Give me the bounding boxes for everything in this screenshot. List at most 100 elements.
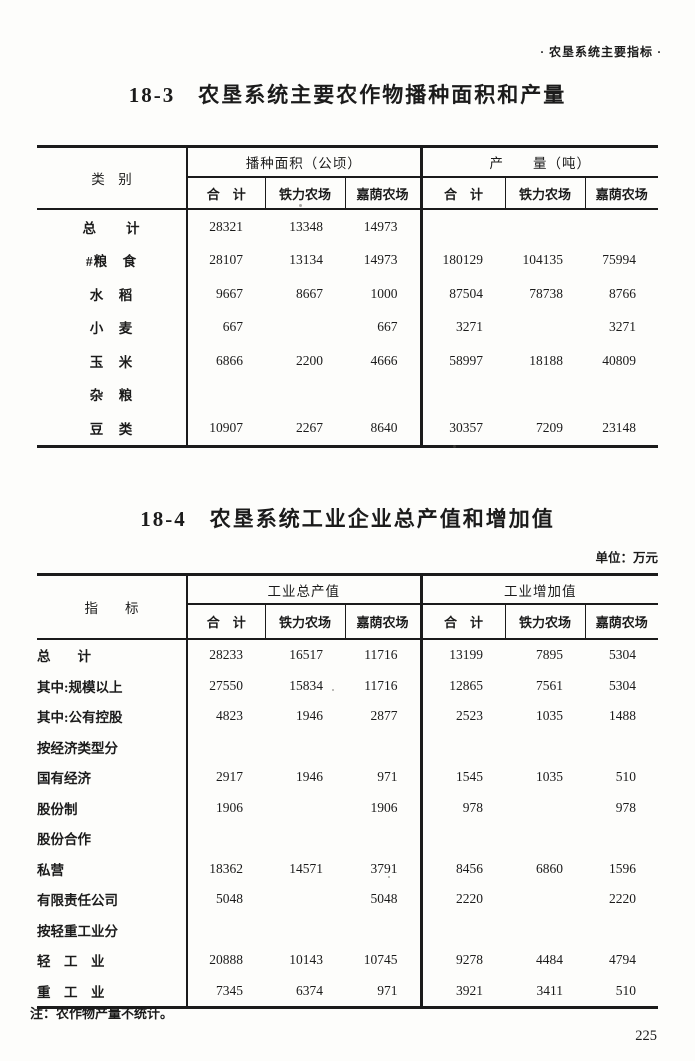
table-cell: 667 — [345, 310, 423, 344]
table-cell — [265, 793, 345, 824]
table-cell: 1000 — [345, 277, 423, 311]
table-cell: 13134 — [289, 252, 323, 268]
table-cell — [265, 884, 345, 915]
column-header-tieli-farm: 铁力农场 — [265, 177, 346, 210]
column-group-added-value: 工业增加值 — [421, 574, 659, 605]
table-cell: 10745 — [345, 945, 423, 976]
table-row: #粮 食 28107 13134 14973 180129 104135 759… — [37, 243, 658, 277]
table-cell — [585, 915, 658, 946]
table-cell: 14973 — [345, 243, 423, 277]
table-cell: 20888 — [209, 952, 243, 968]
table-row: 股份合作 — [37, 823, 658, 854]
table1-header: 类 别 播种面积（公顷） 产 量（吨） 合 计 铁力农场 嘉荫农场 合 计 铁力… — [37, 146, 659, 210]
row-label: 小 麦 — [37, 310, 188, 344]
table-cell: 5304 — [609, 647, 637, 663]
table-cell: 28233 — [209, 647, 243, 663]
table-cell — [345, 731, 423, 762]
row-label: 总 计 — [37, 639, 188, 671]
table1-body: 总 计 28321 13348 14973 #粮 食 28107 13134 1… — [37, 209, 658, 446]
table-cell: 28321 — [209, 218, 243, 234]
row-label: 轻 工 业 — [37, 945, 188, 976]
table-cell: 510 — [615, 769, 637, 785]
table-cell — [505, 311, 585, 345]
table-cell: 28107 — [209, 252, 243, 268]
table-cell — [421, 378, 505, 412]
table-row: 其中:公有控股 4823 1946 2877 2523 1035 1488 — [37, 701, 658, 732]
table-cell — [187, 732, 265, 763]
table-cell: 8456 — [456, 860, 483, 876]
table-cell: 2877 — [345, 701, 423, 732]
table-cell — [421, 209, 505, 244]
table-header-row: 指 标 工业总产值 工业增加值 — [37, 574, 659, 640]
row-label: 有限责任公司 — [37, 884, 188, 915]
column-header-total: 合 计 — [421, 604, 506, 640]
table-cell: 1906 — [216, 799, 243, 815]
table-18-3: 类 别 播种面积（公顷） 产 量（吨） 合 计 铁力农场 嘉荫农场 合 计 铁力… — [37, 145, 659, 448]
table-cell: 3921 — [456, 982, 483, 998]
column-header-category: 类 别 — [37, 146, 188, 210]
table-cell: 40809 — [602, 352, 637, 368]
row-label-section: 按轻重工业分 — [37, 914, 188, 945]
row-label: 水 稻 — [37, 277, 188, 311]
table-18-4: 指 标 工业总产值 工业增加值 合 计 铁力农场 嘉荫农场 合 计 铁力农场 嘉… — [37, 573, 659, 1009]
table-cell: 1035 — [536, 769, 563, 785]
table-cell: 3411 — [536, 982, 564, 998]
table-cell: 23148 — [602, 419, 637, 435]
table2-body: 总 计 28233 16517 11716 13199 7895 5304 其中… — [37, 639, 658, 1008]
column-group-output: 产 量（吨） — [421, 146, 659, 178]
table-cell: 15834 — [289, 677, 323, 693]
table-row: 有限责任公司 5048 5048 2220 2220 — [37, 884, 658, 915]
table-cell — [505, 915, 585, 946]
table-cell: 2917 — [216, 769, 243, 785]
table-header-row: 类 别 播种面积（公顷） 产 量（吨） — [37, 146, 659, 210]
table-cell: 2267 — [296, 419, 323, 435]
table-cell: 10907 — [209, 419, 243, 435]
table-cell: 9667 — [216, 285, 243, 301]
table-cell: 7561 — [536, 677, 563, 693]
table-cell: 27550 — [209, 677, 243, 693]
table-cell — [505, 793, 585, 824]
table-cell: 11716 — [345, 670, 423, 701]
table-row: 按经济类型分 — [37, 731, 658, 763]
table-cell: 4794 — [609, 952, 637, 968]
table-cell: 87504 — [449, 285, 483, 301]
table-cell — [585, 823, 658, 854]
table-cell — [505, 378, 585, 412]
row-label: 股份合作 — [37, 823, 188, 854]
table-cell: 6866 — [216, 352, 243, 368]
column-header-total: 合 计 — [187, 604, 266, 640]
column-header-jiayin-farm: 嘉荫农场 — [585, 177, 659, 210]
table-cell: 1545 — [456, 769, 483, 785]
table-cell — [505, 823, 585, 854]
table-cell: 14973 — [345, 209, 423, 244]
row-label: 其中:规模以上 — [37, 670, 188, 701]
table-cell — [345, 914, 423, 945]
table-cell: 78738 — [529, 285, 563, 301]
table-cell: 1596 — [609, 860, 637, 876]
table-cell — [585, 378, 658, 412]
table-cell: 5048 — [345, 884, 423, 915]
running-header: · 农垦系统主要指标 · — [539, 45, 662, 59]
table-cell — [585, 732, 658, 763]
table2-title: 18-4 农垦系统工业企业总产值和增加值 — [140, 507, 555, 531]
table-cell: 2200 — [296, 352, 323, 368]
row-label: 国有经济 — [37, 762, 188, 793]
table-cell: 3271 — [609, 319, 637, 335]
table-cell: 1906 — [345, 792, 423, 823]
table-cell — [505, 884, 585, 915]
table-cell — [505, 209, 585, 244]
table-cell: 2220 — [456, 891, 483, 907]
table-cell: 1946 — [296, 769, 323, 785]
table-row: 水 稻 9667 8667 1000 87504 78738 8766 — [37, 277, 658, 311]
table-cell — [265, 823, 345, 854]
table-cell: 13199 — [449, 647, 483, 663]
table-cell: 2220 — [609, 891, 637, 907]
table-cell — [345, 377, 423, 411]
table-cell: 1035 — [536, 708, 563, 724]
table-cell: 667 — [222, 319, 243, 335]
table-row: 股份制 1906 1906 978 978 — [37, 792, 658, 824]
row-label: 私营 — [37, 853, 188, 884]
table-cell: 8640 — [345, 411, 423, 446]
column-header-tieli-farm: 铁力农场 — [505, 604, 586, 640]
